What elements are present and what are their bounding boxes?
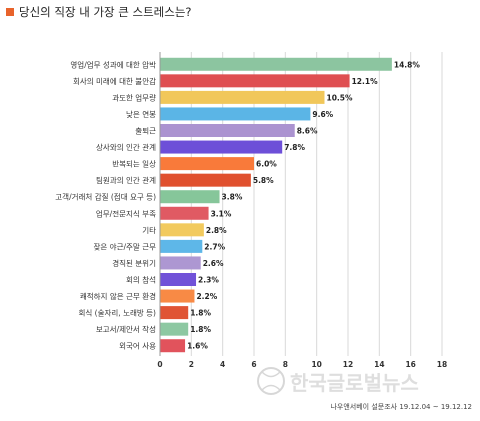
category-label: 쾌적하지 않은 근무 환경 [80, 291, 156, 301]
data-label: 1.6% [187, 342, 208, 351]
x-tick-label: 6 [251, 360, 256, 369]
bar [160, 322, 189, 336]
category-label: 외국어 사용 [119, 341, 156, 351]
x-tick-label: 14 [374, 360, 384, 369]
bar [160, 256, 201, 270]
category-label: 팀원과의 인간 관계 [96, 175, 156, 185]
data-label: 12.1% [352, 77, 379, 86]
category-label: 상사와의 인간 관계 [96, 142, 156, 152]
data-label: 2.7% [204, 242, 225, 251]
x-tick-label: 0 [157, 360, 162, 369]
data-label: 1.8% [190, 309, 211, 318]
data-label: 10.5% [327, 93, 354, 102]
chart-title: 당신의 직장 내 가장 큰 스트레스는? [19, 5, 192, 19]
data-label: 2.2% [196, 292, 217, 301]
category-label: 고객/거래처 갑질 (접대 요구 등) [55, 192, 156, 202]
bar [160, 206, 209, 220]
data-label: 3.8% [222, 193, 243, 202]
data-label: 1.8% [190, 325, 211, 334]
bar [160, 90, 325, 104]
watermark-arc [261, 371, 281, 391]
bar [160, 157, 254, 171]
category-label: 업무/전문지식 부족 [96, 208, 156, 218]
bar [160, 223, 204, 237]
category-label: 회식 (술자리, 노래방 등) [79, 308, 157, 318]
title-marker [6, 8, 14, 16]
category-label: 회의 참석 [126, 275, 156, 285]
category-label: 출퇴근 [135, 126, 156, 136]
category-label: 영업/업무 성과에 대한 압박 [70, 59, 156, 69]
category-label: 낮은 연봉 [126, 109, 156, 119]
bar [160, 107, 311, 121]
source-note: 나우앤서베이 설문조사 19.12.04 ~ 19.12.12 [330, 403, 472, 411]
bar [160, 124, 295, 137]
category-label: 과도한 업무량 [112, 93, 156, 102]
x-tick-label: 8 [283, 360, 288, 369]
x-tick-label: 12 [343, 360, 353, 369]
bar [160, 173, 251, 187]
data-label: 8.6% [297, 127, 318, 136]
data-label: 7.8% [284, 143, 305, 152]
x-tick-label: 10 [311, 360, 321, 369]
bar [160, 57, 392, 71]
data-label: 3.1% [211, 209, 232, 218]
bar [160, 273, 197, 286]
data-label: 9.6% [312, 110, 333, 119]
data-label: 2.8% [206, 226, 227, 235]
watermark: 한국글로벌뉴스 [257, 367, 419, 395]
data-label: 6.0% [256, 160, 277, 169]
watermark-text: 한국글로벌뉴스 [290, 371, 419, 395]
x-tick-label: 18 [437, 360, 447, 369]
bar [160, 239, 203, 253]
category-label: 회사의 미래에 대한 불안감 [73, 76, 156, 86]
category-label: 경직된 분위기 [112, 258, 156, 268]
x-tick-label: 2 [189, 360, 194, 369]
bar [160, 289, 195, 303]
category-label: 반복되는 일상 [112, 159, 156, 169]
data-label: 2.6% [203, 259, 224, 268]
category-label: 잦은 야근/주말 근무 [94, 241, 157, 251]
bar [160, 339, 186, 353]
data-label: 2.3% [198, 276, 219, 285]
bar [160, 306, 189, 320]
bar [160, 190, 220, 204]
chart-title-row: 당신의 직장 내 가장 큰 스트레스는? [6, 4, 192, 20]
bar [160, 74, 350, 88]
category-label: 보고서/제안서 작성 [96, 324, 156, 334]
data-label: 14.8% [394, 60, 421, 69]
watermark-globe-icon [257, 367, 285, 395]
category-label: 기타 [142, 226, 156, 235]
x-tick-label: 16 [405, 360, 415, 369]
x-tick-label: 4 [220, 360, 225, 369]
data-label: 5.8% [253, 176, 274, 185]
bar [160, 140, 283, 154]
